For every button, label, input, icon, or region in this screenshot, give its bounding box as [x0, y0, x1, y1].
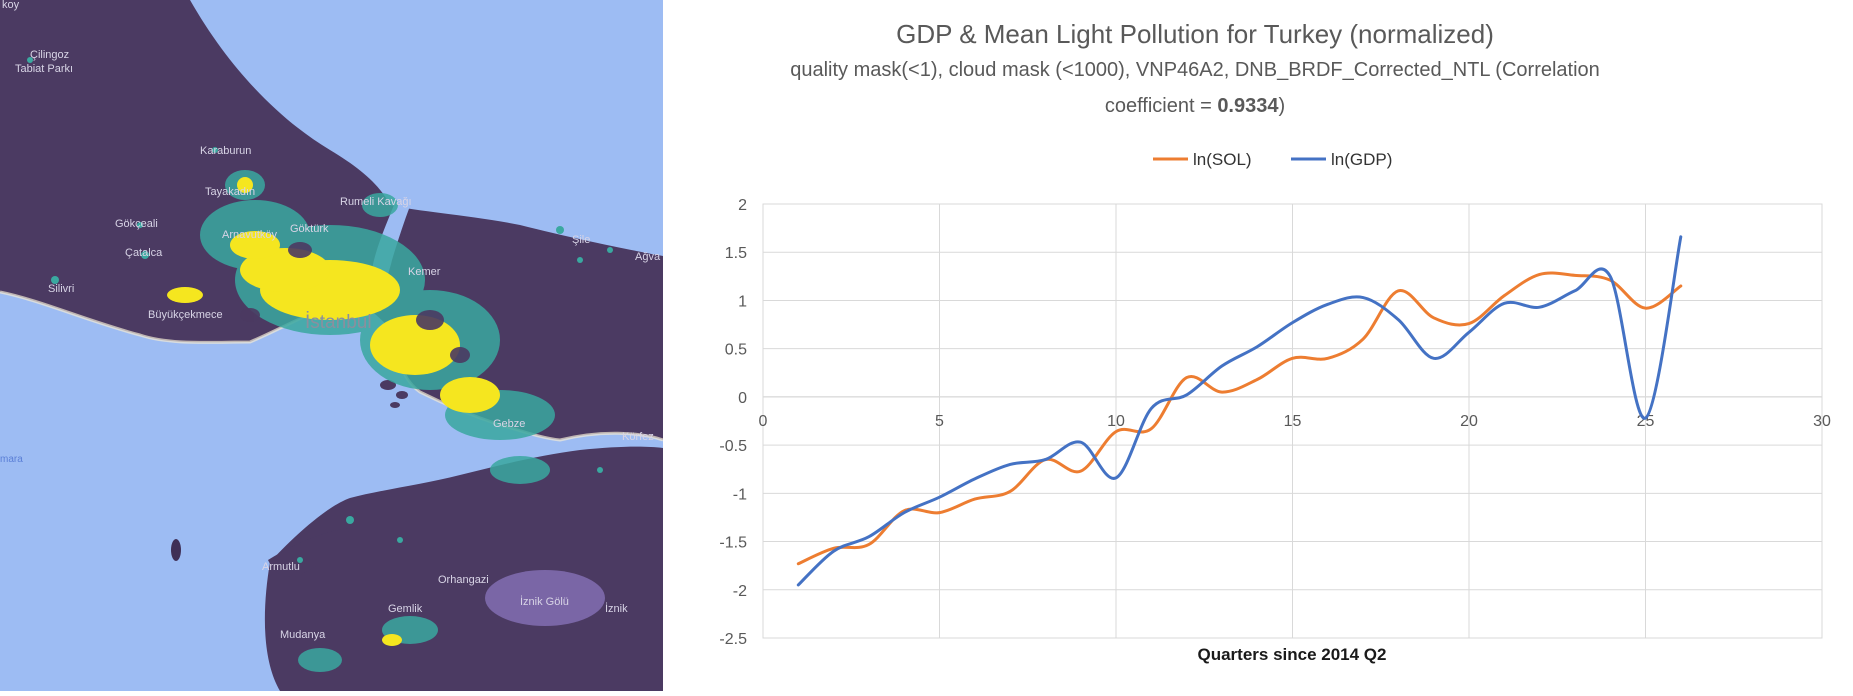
island — [171, 539, 181, 561]
y-tick-label: -2.5 — [719, 631, 747, 648]
y-tick-label: 1 — [738, 293, 747, 310]
map-label-cilingoz: Çilingoz — [30, 49, 69, 61]
map-label-tayakadin: Tayakadın — [205, 186, 255, 198]
x-tick-label: 5 — [935, 413, 944, 430]
iznik-lake — [485, 570, 605, 626]
legend-label-gdp: ln(GDP) — [1331, 150, 1392, 169]
map-label-rumelikavagi: Rumeli Kavağı — [340, 196, 412, 208]
map-label-gokceali: Gökçeali — [115, 218, 158, 230]
map-label-kemer: Kemer — [408, 266, 441, 278]
map-label-istanbul: İstanbul — [305, 312, 372, 333]
dark-patches — [240, 242, 470, 363]
map-label-sile: Şile — [572, 234, 590, 246]
island — [396, 391, 408, 399]
map-label-iznik: İznik — [605, 602, 628, 615]
map-label-tabiat-parki: Tabiat Parkı — [15, 63, 73, 75]
y-tick-label: 1.5 — [725, 245, 747, 262]
island — [380, 380, 396, 390]
chart-subtitle-line1: quality mask(<1), cloud mask (<1000), VN… — [790, 59, 1600, 81]
map-label-gebze: Gebze — [493, 418, 525, 430]
map-label-iznik-golu: İznik Gölü — [520, 595, 569, 608]
x-axis-title: Quarters since 2014 Q2 — [1197, 645, 1386, 664]
x-tick-label: 15 — [1284, 413, 1302, 430]
series-lines — [796, 235, 1683, 587]
y-tick-label: -1 — [733, 486, 747, 503]
legend-label-sol: ln(SOL) — [1193, 150, 1252, 169]
armutlu-peninsula — [268, 528, 350, 577]
x-tick-label: 30 — [1813, 413, 1831, 430]
map-label-buyukcekmece: Büyükçekmece — [148, 309, 223, 321]
southern-land — [264, 446, 663, 691]
island — [390, 402, 400, 408]
series-line-lnsol — [796, 271, 1683, 566]
y-tick-label: -1.5 — [719, 535, 747, 552]
map-label-koy: koy — [2, 0, 20, 11]
chart-title: GDP & Mean Light Pollution for Turkey (n… — [896, 19, 1494, 49]
map-label-karaburun: Karaburun — [200, 145, 251, 157]
map-label-agva: Ağva — [635, 251, 661, 263]
series-line-lngdp — [796, 235, 1683, 587]
map-label-orhangazi: Orhangazi — [438, 574, 489, 586]
chart-legend: ln(SOL) ln(GDP) — [1153, 150, 1392, 169]
chart-panel: GDP & Mean Light Pollution for Turkey (n… — [663, 0, 1853, 691]
map-label-catalca: Çatalca — [125, 247, 163, 259]
map-label-korfez: Körfez — [622, 431, 654, 443]
chart-subtitle-line2: coefficient = 0.9334) — [1105, 95, 1285, 117]
light-pollution-map[interactable]: koy Çilingoz Tabiat Parkı Karaburun Taya… — [0, 0, 664, 691]
light-glow-high — [167, 177, 500, 646]
y-axis: 2 1.5 1 0.5 0 -0.5 -1 -1.5 -2 -2.5 — [719, 197, 747, 648]
x-tick-label: 0 — [759, 413, 768, 430]
map-label-marmara: mara — [0, 454, 23, 465]
map-label-armutlu: Armutlu — [262, 561, 300, 573]
line-chart: GDP & Mean Light Pollution for Turkey (n… — [719, 19, 1831, 664]
town-lights — [27, 57, 613, 563]
x-axis: 0 5 10 15 20 25 30 — [759, 413, 1831, 430]
map-label-mudanya: Mudanya — [280, 629, 326, 641]
x-tick-label: 25 — [1637, 413, 1655, 430]
subtitle-prefix: coefficient = — [1105, 95, 1217, 117]
y-tick-label: 0.5 — [725, 342, 747, 359]
y-tick-label: -0.5 — [719, 438, 747, 455]
y-tick-label: -2 — [733, 583, 747, 600]
y-tick-label: 2 — [738, 197, 747, 214]
subtitle-suffix: ) — [1278, 95, 1285, 117]
y-tick-label: 0 — [738, 390, 747, 407]
map-canvas[interactable]: koy Çilingoz Tabiat Parkı Karaburun Taya… — [0, 0, 664, 691]
x-tick-label: 20 — [1460, 413, 1478, 430]
map-label-silivri: Silivri — [48, 283, 74, 295]
map-label-gokturk: Göktürk — [290, 223, 329, 235]
correlation-value: 0.9334 — [1217, 95, 1279, 117]
x-tick-label: 10 — [1107, 413, 1125, 430]
map-label-arnavutkoy: Arnavutköy — [222, 229, 278, 241]
plot-area-border — [762, 203, 1823, 639]
map-label-gemlik: Gemlik — [388, 603, 423, 615]
